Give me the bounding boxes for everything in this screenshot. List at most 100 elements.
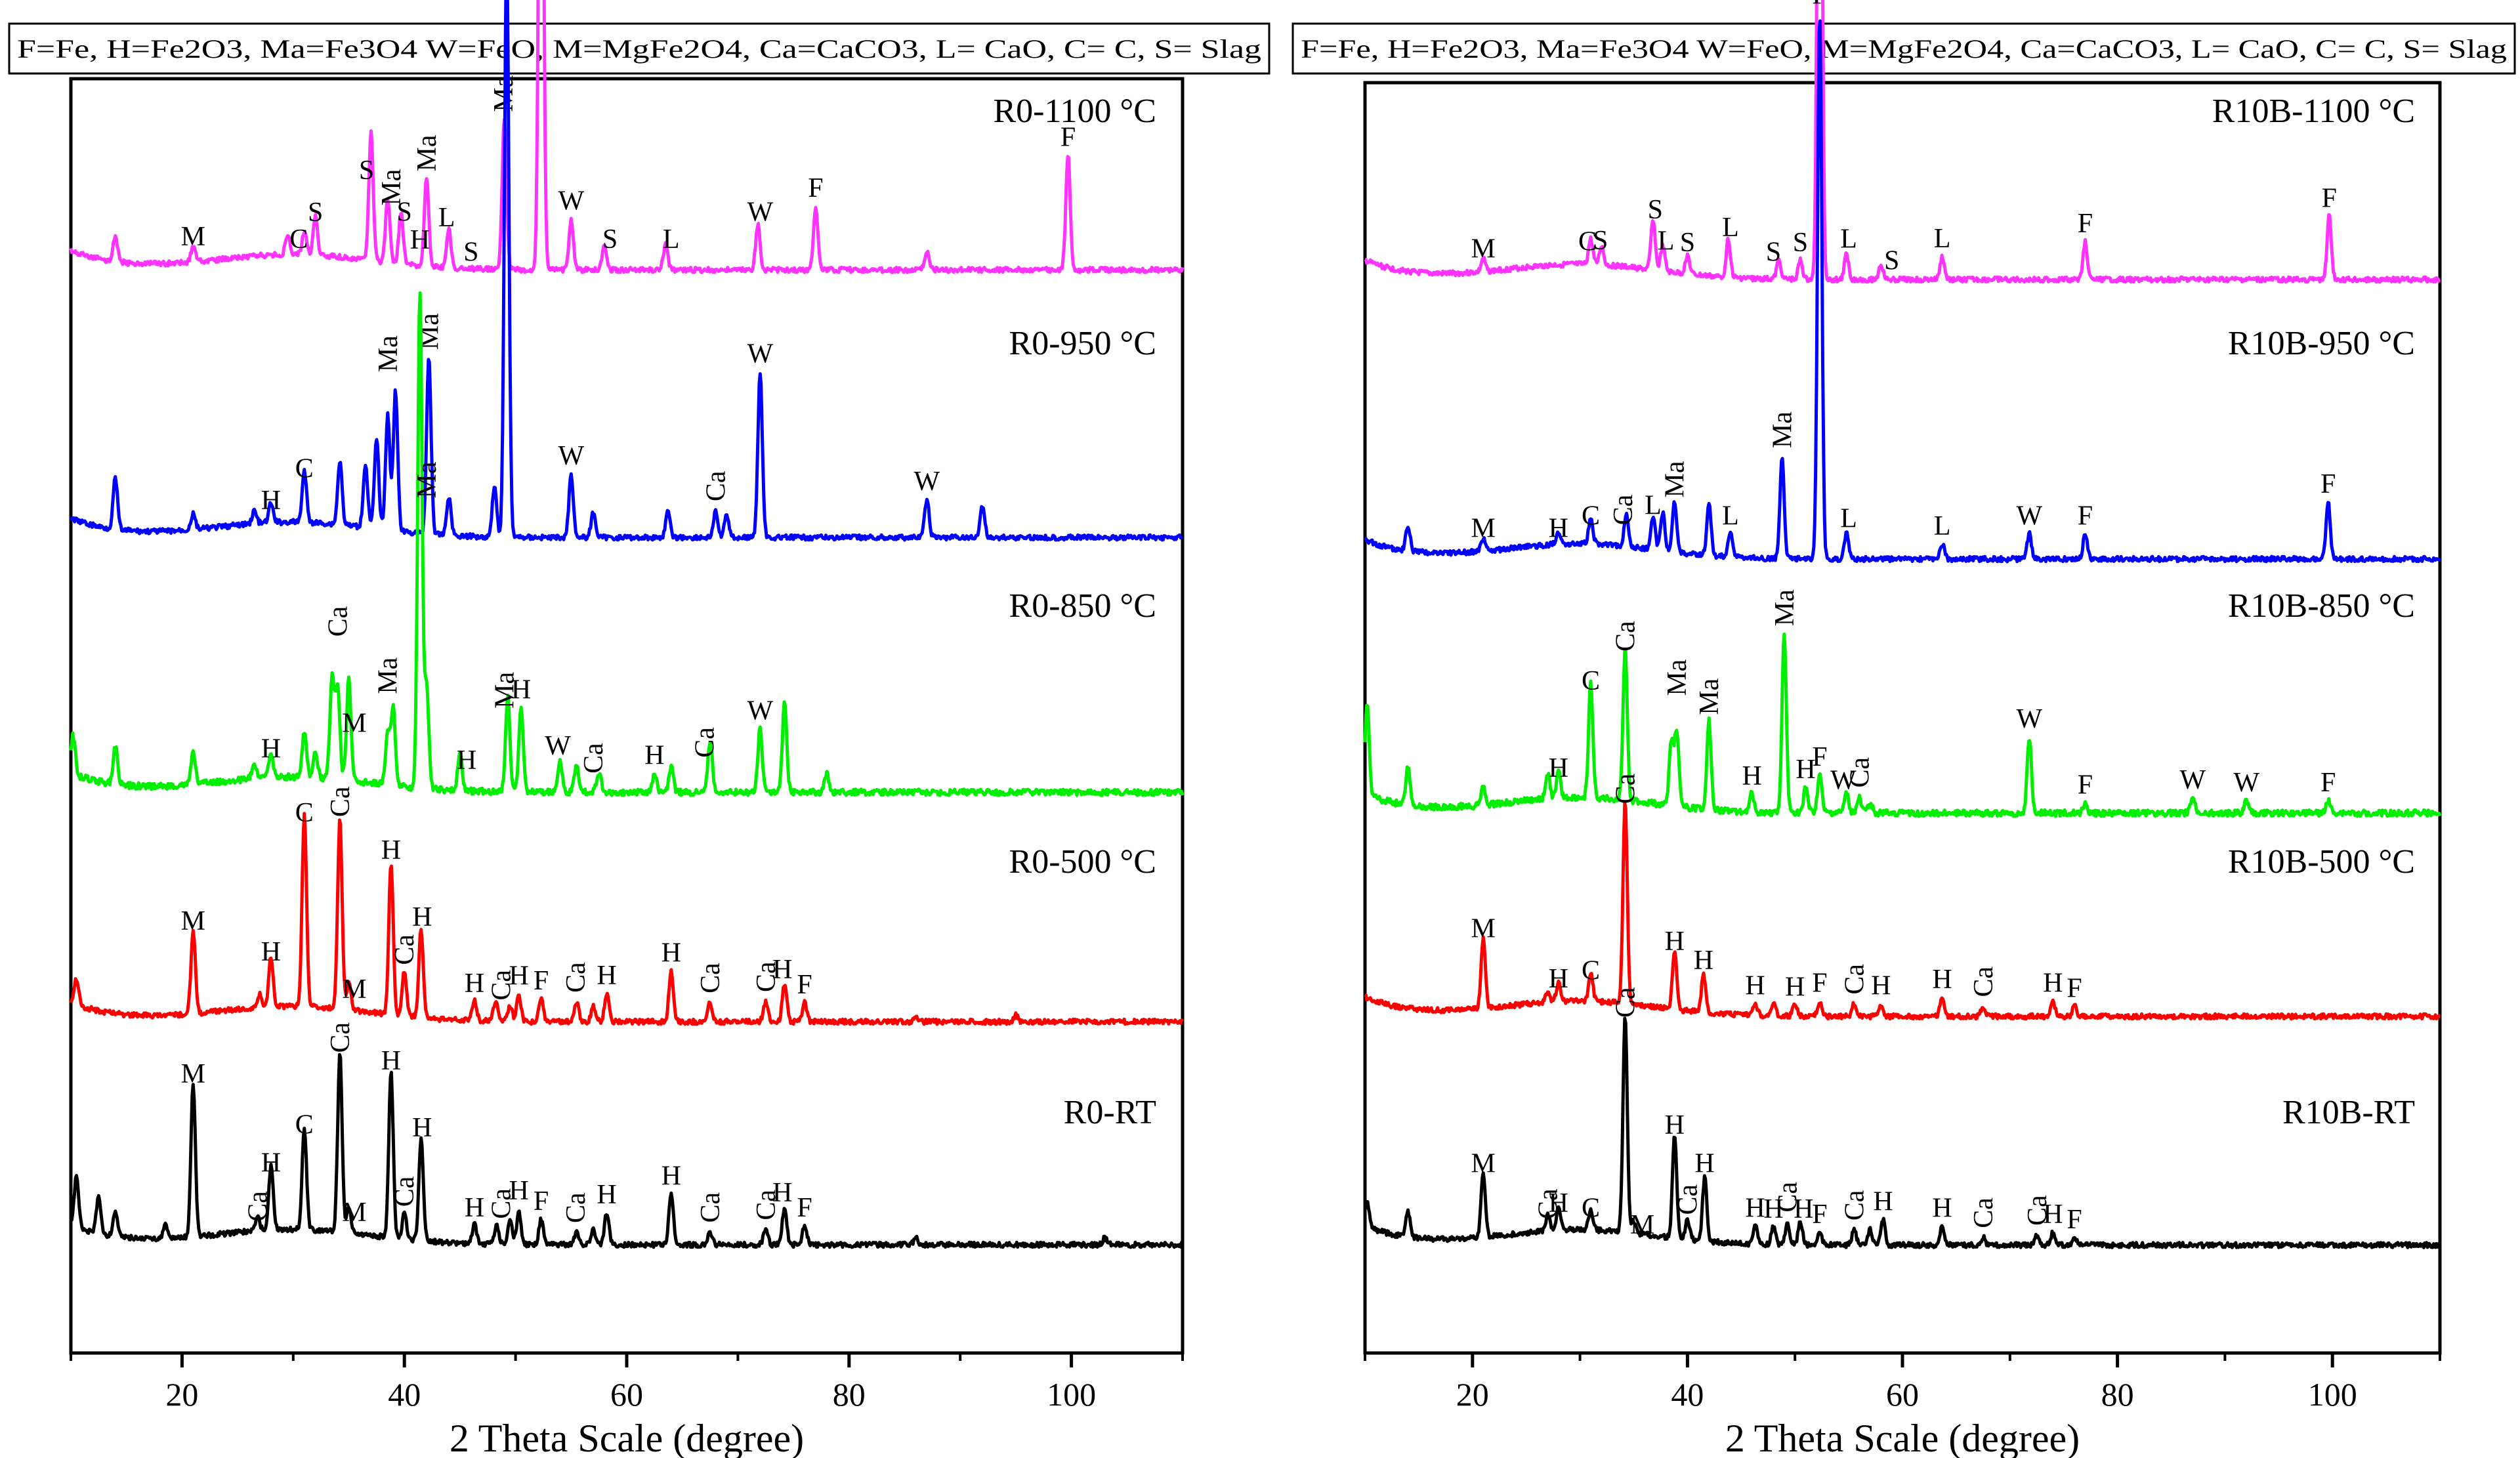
peak-label: Ca bbox=[751, 1190, 782, 1220]
peak-label: Ma bbox=[1662, 659, 1692, 696]
peak-label: Ma bbox=[1660, 461, 1690, 497]
peak-label: H bbox=[1763, 1194, 1783, 1224]
peak-label: Ca bbox=[1610, 621, 1641, 652]
peak-label: H bbox=[1694, 1149, 1714, 1179]
peak-label: F bbox=[797, 970, 812, 1000]
peak-label: S bbox=[397, 198, 412, 228]
peak-label: F bbox=[1812, 0, 1827, 10]
peak-label: S bbox=[1680, 228, 1695, 258]
peak-label: H bbox=[597, 961, 616, 991]
sample-label: R0-950 °C bbox=[1009, 325, 1156, 362]
peak-label: H bbox=[261, 486, 281, 516]
x-tick-label: 20 bbox=[165, 1376, 198, 1413]
peak-label: S bbox=[308, 198, 323, 228]
peak-label: M bbox=[342, 974, 366, 1005]
peak-label: L bbox=[1934, 224, 1951, 254]
peak-label: M bbox=[342, 709, 366, 739]
peak-label: W bbox=[914, 467, 940, 497]
x-tick-label: 80 bbox=[2101, 1376, 2134, 1413]
peak-label: H bbox=[457, 745, 476, 776]
peak-label: Ca bbox=[702, 470, 732, 501]
peak-label: L bbox=[438, 203, 455, 233]
peak-label: Ca bbox=[2023, 1195, 2053, 1226]
peak-label: W bbox=[2179, 765, 2206, 795]
pattern-line bbox=[70, 1052, 1185, 1249]
legend-box bbox=[8, 22, 1270, 75]
peak-label: F bbox=[534, 1186, 549, 1217]
peak-label: H bbox=[1549, 514, 1568, 544]
peak-label: Ma bbox=[1770, 589, 1800, 626]
peak-label: F bbox=[797, 1193, 812, 1223]
peak-label: Ca bbox=[324, 606, 354, 636]
peak-label: M bbox=[1471, 234, 1496, 264]
peak-label: C bbox=[1578, 227, 1597, 257]
peak-label: H bbox=[1549, 753, 1568, 783]
peak-label: Ca bbox=[579, 743, 609, 774]
series-r10b-950-c: R10B-950 °CMHCCaLMaLMaFLLWFF bbox=[1363, 0, 2441, 564]
peak-label: L bbox=[1840, 224, 1857, 254]
peak-label: Ma bbox=[412, 461, 442, 498]
peak-label: Ca bbox=[690, 727, 721, 758]
x-tick-label: 60 bbox=[1886, 1376, 1919, 1413]
peak-label: H bbox=[261, 1148, 281, 1178]
peak-label: H bbox=[509, 961, 529, 991]
peak-label: F bbox=[534, 966, 549, 996]
peak-label: Ma bbox=[377, 169, 407, 205]
sample-label: R0-RT bbox=[1064, 1094, 1156, 1131]
peak-label: H bbox=[2043, 969, 2063, 999]
peak-label: M bbox=[1471, 913, 1496, 944]
x-axis-title: 2 Theta Scale (degree) bbox=[450, 1417, 804, 1458]
peak-label: C bbox=[295, 798, 314, 828]
peak-label: Ca bbox=[1839, 964, 1870, 995]
peak-label: Ma bbox=[412, 135, 442, 171]
right-panel: F=Fe, H=Fe2O3, Ma=Fe3O4 W=FeO, M=MgFe2O4… bbox=[1292, 0, 2516, 1458]
peak-label: H bbox=[511, 675, 531, 705]
peak-label: Ca bbox=[390, 934, 420, 965]
peak-label: L bbox=[1722, 501, 1739, 531]
peak-label: F bbox=[2067, 973, 2082, 1003]
x-axis-title: 2 Theta Scale (degree) bbox=[1725, 1417, 2080, 1458]
sample-label: R0-1100 °C bbox=[993, 93, 1156, 130]
pattern-line bbox=[1363, 19, 2441, 564]
legend-text: F=Fe, H=Fe2O3, Ma=Fe3O4 W=FeO, M=MgFe2O4… bbox=[1301, 34, 2507, 64]
peak-label: S bbox=[1793, 228, 1808, 258]
sample-label: R10B-500 °C bbox=[2228, 843, 2415, 881]
peak-label: S bbox=[1766, 238, 1781, 268]
peak-label: L bbox=[1840, 503, 1857, 533]
peak-label: Ca bbox=[326, 1022, 356, 1052]
peak-label: F bbox=[2067, 1205, 2082, 1235]
peak-label: H bbox=[2043, 1199, 2063, 1230]
peak-label: H bbox=[1785, 972, 1805, 1003]
peak-label: H bbox=[1665, 927, 1685, 957]
peak-label: W bbox=[747, 197, 773, 227]
peak-label: Ca bbox=[1608, 494, 1639, 525]
peak-label: H bbox=[261, 734, 281, 764]
peak-label: W bbox=[2016, 501, 2042, 531]
peak-label: H bbox=[410, 225, 430, 255]
x-tick-label: 20 bbox=[1456, 1376, 1489, 1413]
peak-label: Ca bbox=[696, 1192, 726, 1222]
peak-label: H bbox=[1549, 1188, 1568, 1218]
pattern-line bbox=[1364, 0, 2441, 284]
peak-label: H bbox=[509, 1176, 529, 1206]
peak-label: S bbox=[1884, 246, 1899, 276]
peak-label: H bbox=[1694, 946, 1713, 976]
peak-label: H bbox=[772, 1178, 792, 1208]
peak-label: F bbox=[808, 173, 823, 203]
peak-label: Ca bbox=[1839, 1190, 1870, 1220]
plot-frame bbox=[1363, 81, 2442, 1355]
peak-label: M bbox=[1630, 1210, 1654, 1240]
peak-label: H bbox=[1665, 1110, 1685, 1140]
peak-label: F bbox=[1060, 123, 1076, 153]
x-tick-label: 60 bbox=[610, 1376, 643, 1413]
peak-label: Ca bbox=[1969, 1198, 1999, 1228]
peak-label: F bbox=[2078, 501, 2093, 531]
peak-label: F bbox=[1812, 1199, 1827, 1230]
peak-label: L bbox=[663, 224, 680, 255]
